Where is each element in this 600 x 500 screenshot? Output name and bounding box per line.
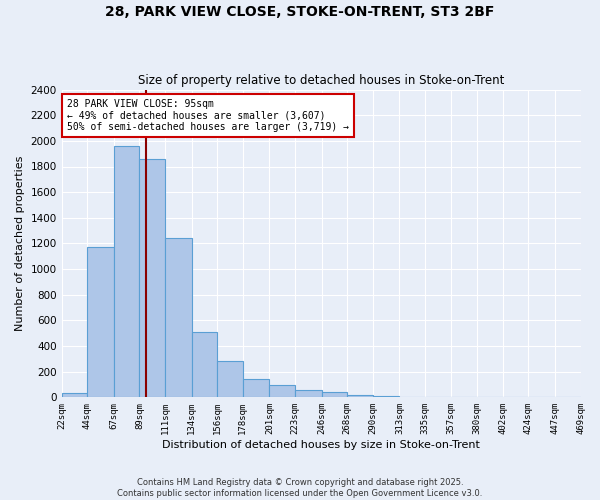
Bar (191, 332, 217, 398)
Text: 28, PARK VIEW CLOSE, STOKE-ON-TRENT, ST3 2BF: 28, PARK VIEW CLOSE, STOKE-ON-TRENT, ST3… (106, 5, 494, 19)
Y-axis label: Number of detached properties: Number of detached properties (15, 156, 25, 331)
Bar (269, 384, 295, 398)
Bar (295, 390, 322, 398)
Bar (62, 394, 87, 398)
Text: 28 PARK VIEW CLOSE: 95sqm
← 49% of detached houses are smaller (3,607)
50% of se: 28 PARK VIEW CLOSE: 95sqm ← 49% of detac… (67, 99, 349, 132)
Bar (87, 248, 114, 398)
X-axis label: Distribution of detached houses by size in Stoke-on-Trent: Distribution of detached houses by size … (162, 440, 480, 450)
Bar (139, 159, 165, 398)
Bar (165, 238, 191, 398)
Bar (347, 396, 373, 398)
Bar (322, 392, 347, 398)
Text: Contains HM Land Registry data © Crown copyright and database right 2025.
Contai: Contains HM Land Registry data © Crown c… (118, 478, 482, 498)
Bar (373, 396, 400, 398)
Bar (217, 362, 243, 398)
Bar (400, 396, 425, 398)
Title: Size of property relative to detached houses in Stoke-on-Trent: Size of property relative to detached ho… (138, 74, 504, 87)
Bar (114, 146, 139, 398)
Bar (243, 380, 269, 398)
